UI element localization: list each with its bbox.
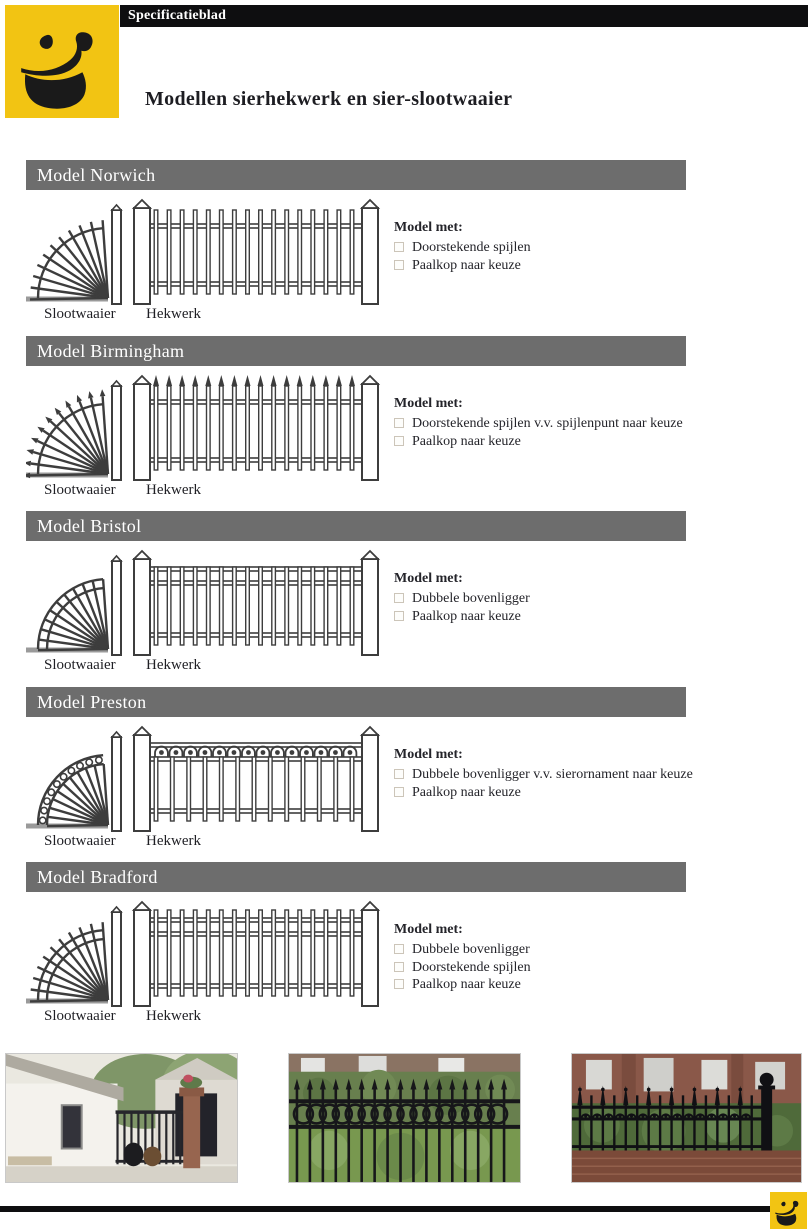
section-header: Model Birmingham bbox=[26, 336, 686, 366]
checkbox-icon bbox=[394, 593, 404, 603]
hekwerk-drawing bbox=[131, 725, 381, 832]
model-section-norwich: Model Norwich Slootwaaier Hekwerk Model … bbox=[26, 160, 686, 326]
features-list: Model met: Doorstekende spijlen v.v. spi… bbox=[394, 396, 683, 450]
feature-item: Doorstekende spijlen v.v. spijlenpunt na… bbox=[394, 415, 683, 433]
fence-label: Hekwerk bbox=[146, 482, 201, 498]
photo-ornamental-fence-brick-wall bbox=[571, 1053, 802, 1183]
feature-item: Dubbele bovenligger bbox=[394, 590, 530, 608]
feature-item: Paalkop naar keuze bbox=[394, 433, 683, 451]
model-section-preston: Model Preston Slootwaaier Hekwerk Model … bbox=[26, 687, 693, 853]
checkbox-icon bbox=[394, 979, 404, 989]
features-heading: Model met: bbox=[394, 396, 463, 411]
model-section-bristol: Model Bristol Slootwaaier Hekwerk Model … bbox=[26, 511, 686, 677]
features-heading: Model met: bbox=[394, 220, 463, 235]
feature-item: Paalkop naar keuze bbox=[394, 976, 531, 994]
checkbox-icon bbox=[394, 944, 404, 954]
feature-item: Paalkop naar keuze bbox=[394, 608, 530, 626]
checkbox-icon bbox=[394, 242, 404, 252]
hekwerk-drawing bbox=[131, 374, 381, 481]
fence-label: Hekwerk bbox=[146, 833, 201, 849]
features-heading: Model met: bbox=[394, 922, 463, 937]
dog-silhouette bbox=[123, 1142, 144, 1167]
footer-brand-logo bbox=[770, 1192, 807, 1229]
feature-item: Doorstekende spijlen bbox=[394, 959, 531, 977]
photo-illustration bbox=[289, 1054, 520, 1182]
photo-fence-before-hedge bbox=[288, 1053, 521, 1183]
slootwaaier-drawing bbox=[26, 203, 123, 305]
slootwaaier-drawing bbox=[26, 554, 123, 656]
section-title: Model Bristol bbox=[37, 516, 142, 536]
model-section-bradford: Model Bradford Slootwaaier Hekwerk Model… bbox=[26, 862, 686, 1028]
slootwaaier-drawing bbox=[26, 379, 123, 481]
features-list: Model met: Dubbele bovenligger Doorsteke… bbox=[394, 922, 531, 994]
fence-bars bbox=[572, 1072, 776, 1151]
checkbox-icon bbox=[394, 961, 404, 972]
features-list: Model met: Dubbele bovenligger v.v. sier… bbox=[394, 747, 693, 801]
banner-label: Specificatieblad bbox=[128, 8, 227, 23]
photo-illustration bbox=[572, 1054, 801, 1182]
brick-lines bbox=[572, 1157, 801, 1175]
slootwaaier-drawing bbox=[26, 730, 123, 832]
fence-label: Hekwerk bbox=[146, 1008, 201, 1024]
fan-label: Slootwaaier bbox=[44, 306, 116, 322]
brand-swirl-icon bbox=[772, 1194, 805, 1227]
model-section-birmingham: Model Birmingham Slootwaaier Hekwerk Mod… bbox=[26, 336, 686, 502]
feature-item: Dubbele bovenligger v.v. sierornament na… bbox=[394, 766, 693, 784]
section-title: Model Preston bbox=[37, 692, 147, 712]
section-header: Model Norwich bbox=[26, 160, 686, 190]
section-header: Model Bristol bbox=[26, 511, 686, 541]
fan-label: Slootwaaier bbox=[44, 1008, 116, 1024]
photo-gate-with-dogs bbox=[5, 1053, 238, 1183]
features-list: Model met: Dubbele bovenligger Paalkop n… bbox=[394, 571, 530, 625]
brand-swirl-icon bbox=[11, 11, 113, 113]
section-title: Model Bradford bbox=[37, 867, 158, 887]
feature-item: Paalkop naar keuze bbox=[394, 784, 693, 802]
features-list: Model met: Doorstekende spijlen Paalkop … bbox=[394, 220, 531, 274]
checkbox-icon bbox=[394, 769, 404, 779]
section-title: Model Norwich bbox=[37, 165, 156, 185]
fan-label: Slootwaaier bbox=[44, 657, 116, 673]
features-heading: Model met: bbox=[394, 747, 463, 762]
checkbox-icon bbox=[394, 435, 404, 446]
hekwerk-drawing bbox=[131, 198, 381, 305]
photo-illustration bbox=[6, 1054, 237, 1182]
feature-item: Doorstekende spijlen bbox=[394, 239, 531, 257]
footer-rule bbox=[0, 1206, 770, 1212]
feature-item: Paalkop naar keuze bbox=[394, 257, 531, 275]
checkbox-icon bbox=[394, 259, 404, 270]
features-heading: Model met: bbox=[394, 571, 463, 586]
fan-label: Slootwaaier bbox=[44, 833, 116, 849]
hekwerk-drawing bbox=[131, 900, 381, 1007]
feature-item: Dubbele bovenligger bbox=[394, 941, 531, 959]
fence-label: Hekwerk bbox=[146, 657, 201, 673]
section-title: Model Birmingham bbox=[37, 341, 185, 361]
dog-silhouette bbox=[143, 1146, 162, 1167]
fan-label: Slootwaaier bbox=[44, 482, 116, 498]
section-header: Model Bradford bbox=[26, 862, 686, 892]
checkbox-icon bbox=[394, 610, 404, 621]
fence-bars bbox=[289, 1078, 520, 1182]
section-header: Model Preston bbox=[26, 687, 686, 717]
brand-logo bbox=[5, 5, 119, 118]
checkbox-icon bbox=[394, 418, 404, 428]
banner: Specificatieblad bbox=[120, 5, 808, 27]
page-title: Modellen sierhekwerk en sier-slootwaaier bbox=[145, 88, 513, 110]
hekwerk-drawing bbox=[131, 549, 381, 656]
checkbox-icon bbox=[394, 786, 404, 797]
fence-label: Hekwerk bbox=[146, 306, 201, 322]
slootwaaier-drawing bbox=[26, 905, 123, 1007]
